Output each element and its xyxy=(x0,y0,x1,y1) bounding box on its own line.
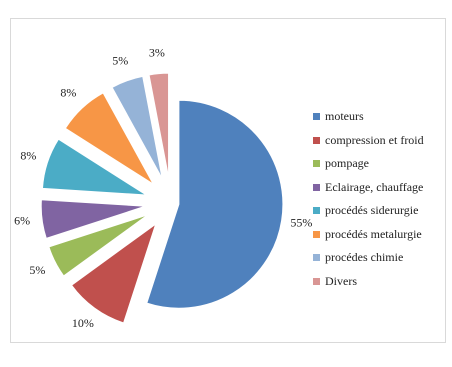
legend-swatch xyxy=(313,230,320,238)
legend-item-divers: Divers xyxy=(313,270,452,294)
pie-slice-eclairage-chauffage xyxy=(40,199,146,240)
legend-item-compression-et-froid: compression et froid xyxy=(313,129,452,153)
legend-label: compression et froid xyxy=(325,132,424,147)
legend-swatch xyxy=(313,183,320,191)
legend-label: Divers xyxy=(325,273,357,288)
legend: moteurs compression et froid pompage Ecl… xyxy=(313,105,452,293)
legend-label: pompage xyxy=(325,156,369,171)
legend-item-pompage: pompage xyxy=(313,152,452,176)
legend-item-procedes-siderurgie: procédés siderurgie xyxy=(313,199,452,223)
legend-swatch xyxy=(313,160,320,168)
legend-label: procédes chimie xyxy=(325,250,404,265)
legend-swatch xyxy=(313,277,320,285)
pie-slice-compression-et-froid xyxy=(70,222,157,324)
legend-swatch xyxy=(313,207,320,215)
pie-chart: 55% 10% 5% 6% 8% 8% 5% 3% xyxy=(14,45,312,330)
legend-label: Eclairage, chauffage xyxy=(325,179,424,194)
data-label: 3% xyxy=(149,45,165,59)
legend-item-procedes-chimie: procédes chimie xyxy=(313,246,452,270)
pie-slice-pompage xyxy=(48,214,149,277)
data-label: 5% xyxy=(29,263,45,277)
pie-slice-proc-d-s-siderurgie xyxy=(41,138,147,196)
data-label: 6% xyxy=(14,214,30,228)
legend-item-moteurs: moteurs xyxy=(313,105,452,129)
chart-area: 55% 10% 5% 6% 8% 8% 5% 3% moteurs compression e… xyxy=(10,18,446,343)
data-label: 8% xyxy=(20,148,36,162)
legend-label: procédés metalurgie xyxy=(325,226,422,241)
pie-slice-proc-des-chimie xyxy=(111,75,163,179)
data-label: 8% xyxy=(60,85,76,99)
legend-item-eclairage-chauffage: Eclairage, chauffage xyxy=(313,176,452,200)
legend-swatch xyxy=(313,113,320,121)
data-label: 55% xyxy=(290,215,312,229)
legend-label: moteurs xyxy=(325,109,364,124)
pie-slice-moteurs xyxy=(146,99,284,309)
data-label: 5% xyxy=(112,54,128,68)
data-label: 10% xyxy=(72,316,94,330)
legend-item-procedes-metalurgie: procédés metalurgie xyxy=(313,223,452,247)
pie-slice-proc-d-s-metalurgie xyxy=(64,92,154,185)
legend-label: procédés siderurgie xyxy=(325,203,419,218)
legend-swatch xyxy=(313,254,320,262)
pie-slice-divers xyxy=(148,72,170,178)
legend-swatch xyxy=(313,136,320,144)
